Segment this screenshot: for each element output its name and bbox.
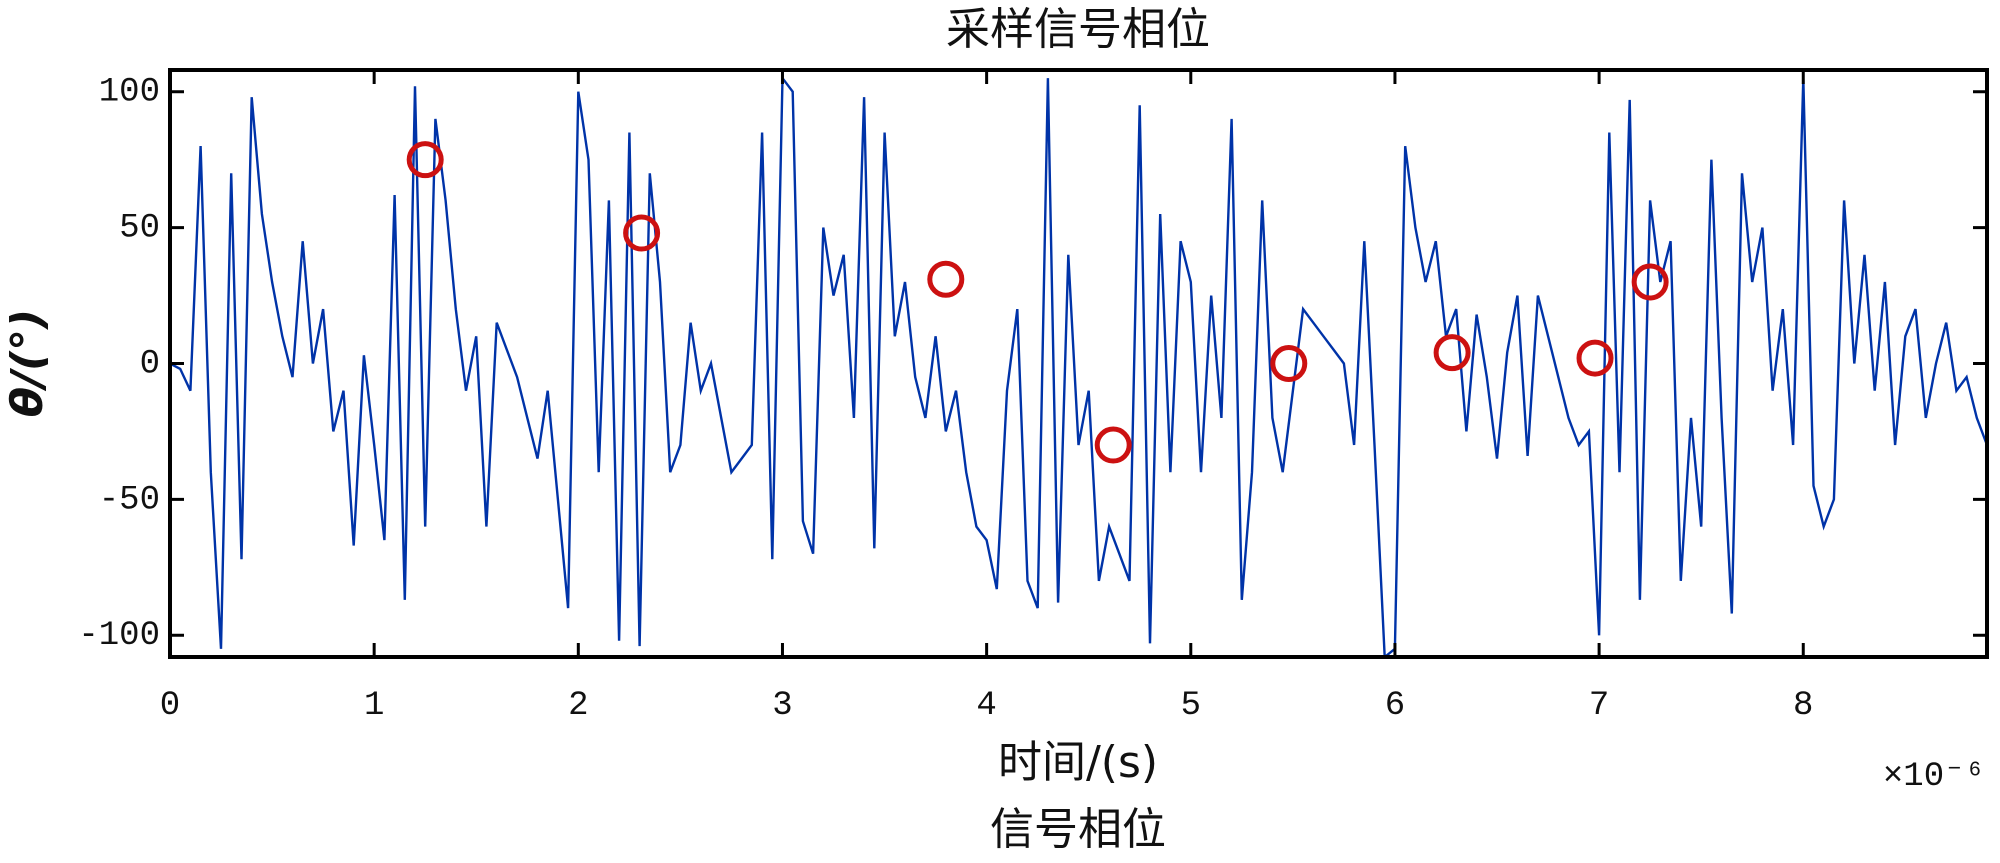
y-tick-label: -50 — [99, 481, 160, 519]
marker — [1576, 339, 1614, 377]
marker — [623, 214, 661, 252]
marker — [1094, 426, 1132, 464]
y-axis-label: θ/(°) — [2, 309, 53, 418]
x-tick-label: 1 — [364, 687, 384, 725]
x-tick-label: 8 — [1793, 687, 1813, 725]
x-offset-label: ×10⁻⁶ — [1883, 758, 1985, 796]
chart-title: 采样信号相位 — [946, 4, 1210, 55]
marker — [1433, 334, 1471, 372]
y-tick-label: 100 — [99, 74, 160, 112]
x-tick-label: 0 — [160, 687, 180, 725]
x-tick-label: 2 — [568, 687, 588, 725]
x-axis-label: 时间/(s) — [998, 737, 1158, 788]
marker — [406, 141, 444, 179]
marker — [1631, 263, 1669, 301]
y-tick-label: 0 — [140, 345, 160, 383]
marker — [927, 260, 965, 298]
x-tick-label: 6 — [1385, 687, 1405, 725]
data-line — [170, 74, 1987, 657]
x-tick-label: 4 — [976, 687, 996, 725]
y-tick-label: -100 — [78, 617, 160, 655]
caption: 信号相位 — [990, 804, 1166, 855]
x-tick-label: 7 — [1589, 687, 1609, 725]
y-tick-label: 50 — [119, 210, 160, 248]
marker — [1270, 345, 1308, 382]
x-tick-label: 3 — [772, 687, 792, 725]
x-tick-label: 5 — [1181, 687, 1201, 725]
